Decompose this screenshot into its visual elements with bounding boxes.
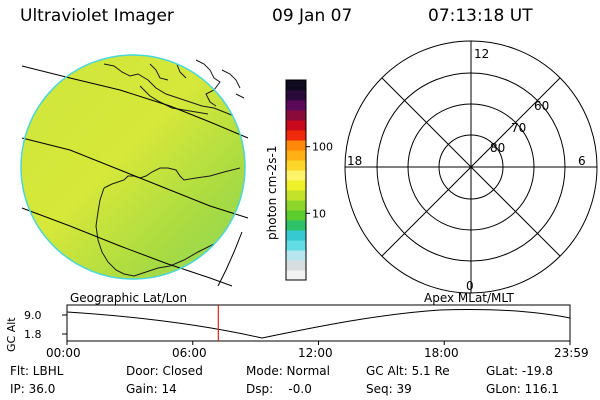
observation-date: 09 Jan 07	[272, 6, 353, 26]
colorbar-segment	[286, 100, 306, 111]
mlt-label-6: 6	[578, 154, 586, 168]
observation-time: 07:13:18 UT	[428, 6, 533, 26]
info-door: Door: Closed	[126, 364, 203, 378]
info-dsp: Dsp: -0.0	[246, 382, 312, 396]
colorbar-segment	[286, 260, 306, 271]
timeline-axis-label: GC Alt	[5, 317, 18, 352]
info-mode: Mode: Normal	[246, 364, 330, 378]
mlt-label-12: 12	[474, 47, 489, 61]
info-glat: GLat: -19.8	[486, 364, 553, 378]
colorbar-segment	[286, 150, 306, 161]
mlt-label-18: 18	[347, 154, 362, 168]
colorbar-segment	[286, 110, 306, 121]
x-tick-label-3: 18:00	[424, 346, 459, 360]
polar-grid	[344, 40, 598, 294]
latitude-line-2	[21, 137, 249, 219]
colorbar-segment	[286, 250, 306, 261]
info-ip: IP: 36.0	[10, 382, 56, 396]
colorbar-segment	[286, 230, 306, 241]
latitude-line-3	[21, 207, 233, 287]
colorbar-segment	[286, 220, 306, 231]
coastline-indonesia	[103, 61, 235, 117]
colorbar-tick-label: 10	[312, 207, 326, 220]
colorbar-segment	[286, 270, 306, 281]
x-tick-label-1: 06:00	[172, 346, 207, 360]
altitude-curve	[66, 308, 571, 339]
colorbar-segment	[286, 160, 306, 171]
colorbar-segment	[286, 140, 306, 151]
colorbar-tick-label: 100	[312, 141, 333, 154]
instrument-title: Ultraviolet Imager	[20, 6, 174, 26]
longitude-line	[217, 231, 243, 287]
info-gc-alt: GC Alt: 5.1 Re	[366, 364, 450, 378]
colorbar-segment	[286, 130, 306, 141]
polar-diagonal-2	[381, 77, 561, 257]
coastline-australia	[95, 167, 245, 277]
timeline-ymax: 9.0	[24, 309, 42, 322]
info-filter: Flt: LBHL	[10, 364, 64, 378]
colorbar-unit-label: photon cm-2s-1	[265, 146, 279, 241]
globe-edge	[20, 54, 246, 280]
mlt-label-0: 0	[466, 279, 474, 293]
latitude-line-1	[21, 65, 249, 139]
colorbar: 100 10 photon cm-2s-1	[265, 79, 333, 281]
info-seq: Seq: 39	[366, 382, 412, 396]
lat-label-80: 80	[490, 141, 505, 155]
coastline-new-guinea	[195, 59, 245, 107]
colorbar-segment	[286, 200, 306, 211]
timeline-xticks	[66, 341, 571, 345]
x-tick-label-4: 23:59	[554, 346, 589, 360]
apex-caption: Apex MLat/MLT	[424, 291, 514, 305]
x-tick-label-0: 00:00	[46, 346, 81, 360]
colorbar-segment	[286, 210, 306, 221]
colorbar-segment	[286, 120, 306, 131]
colorbar-segment	[286, 90, 306, 101]
colorbar-ticks: 100 10	[306, 141, 333, 220]
lat-label-60: 60	[534, 99, 549, 113]
colorbar-segment	[286, 190, 306, 201]
colorbar-segments	[286, 80, 306, 281]
timeline-ymin: 1.8	[24, 328, 42, 341]
colorbar-frame	[285, 79, 307, 281]
lat-label-70: 70	[511, 121, 526, 135]
colorbar-segment	[286, 180, 306, 191]
colorbar-segment	[286, 80, 306, 91]
geographic-caption: Geographic Lat/Lon	[70, 291, 188, 305]
x-tick-label-2: 12:00	[298, 346, 333, 360]
info-glon: GLon: 116.1	[486, 382, 559, 396]
colorbar-segment	[286, 170, 306, 181]
info-gain: Gain: 14	[126, 382, 177, 396]
earth-image	[20, 54, 249, 287]
timeline-panel	[62, 304, 571, 345]
colorbar-segment	[286, 240, 306, 251]
